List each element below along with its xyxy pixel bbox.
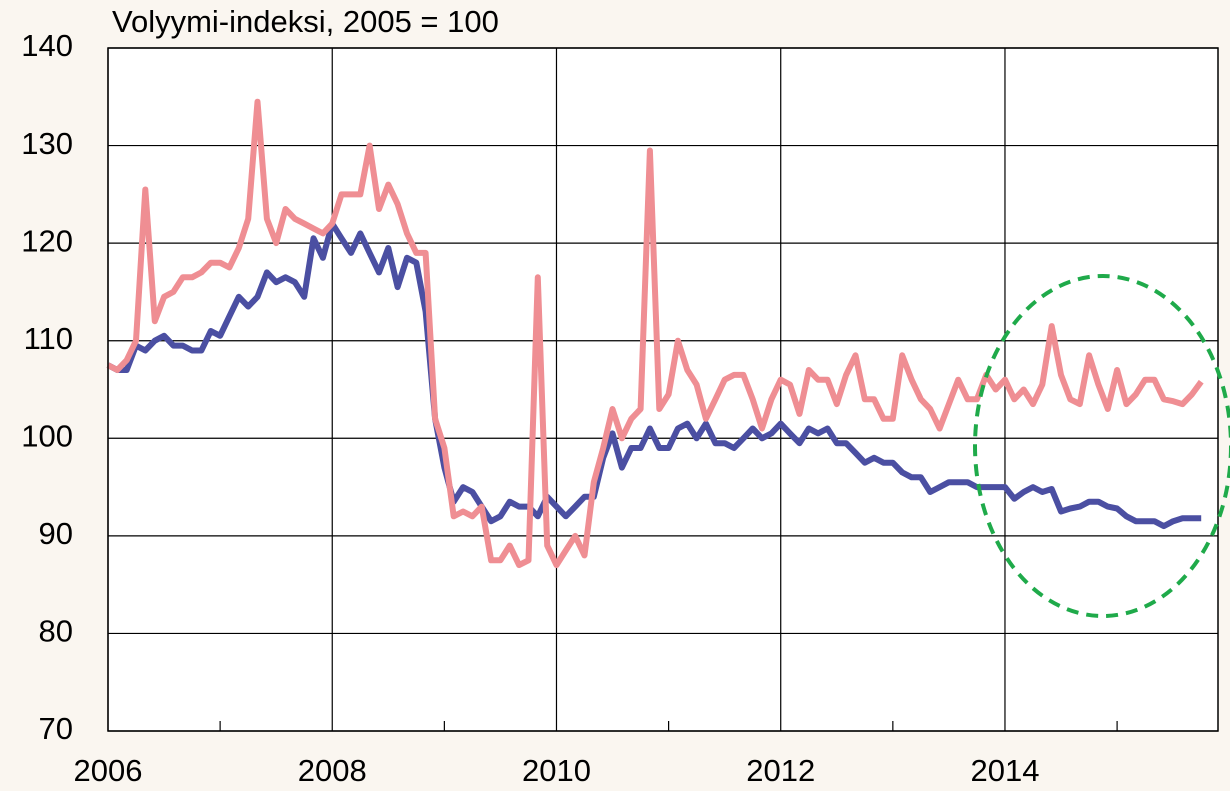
lines — [106, 98, 1204, 569]
plot-area — [108, 48, 1218, 731]
y-tick-label: 120 — [21, 223, 73, 258]
y-tick-label: 70 — [39, 711, 73, 746]
x-tick-label: 2006 — [74, 753, 143, 788]
series-line — [106, 98, 1204, 569]
x-tick-label: 2014 — [970, 753, 1039, 788]
grid — [107, 47, 1218, 732]
chart-title: Volyymi-indeksi, 2005 = 100 — [112, 4, 499, 39]
y-tick-label: 80 — [39, 614, 73, 649]
y-tick-label: 110 — [24, 321, 73, 356]
y-tick-label: 140 — [21, 28, 73, 63]
y-tick-label: 130 — [21, 126, 73, 161]
x-tick-label: 2012 — [746, 753, 815, 788]
x-tick-label: 2010 — [522, 753, 591, 788]
y-tick-label: 100 — [21, 418, 73, 453]
highlight-ellipse — [973, 274, 1230, 618]
labels: 70 80 90 100 110 120 130 140 2006 2008 2010 2012 201… — [21, 28, 1039, 788]
y-tick-label: 90 — [39, 516, 73, 551]
series-line — [106, 220, 1202, 530]
plot-frame — [107, 47, 1219, 732]
x-tick-label: 2008 — [298, 753, 367, 788]
